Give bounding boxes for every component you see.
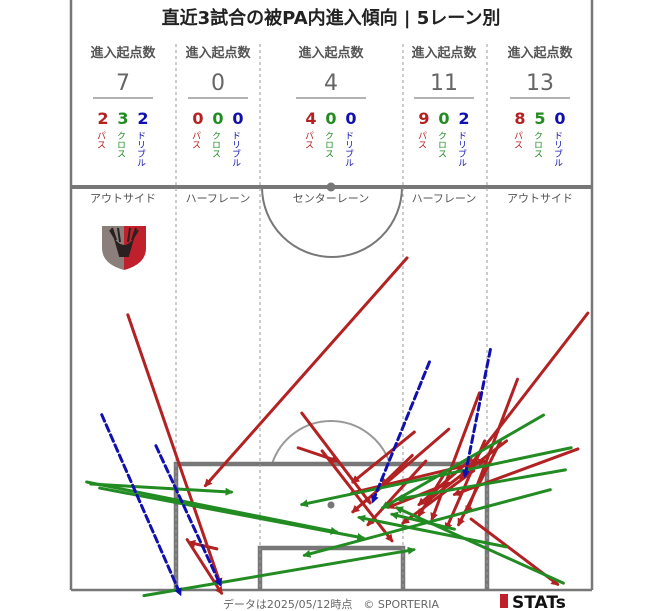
stats-logo-icon bbox=[500, 594, 508, 608]
dribble-label: ドリブル bbox=[343, 131, 354, 167]
lane-header: 進入起点数 bbox=[411, 45, 477, 61]
stats-logo-text: STATs bbox=[512, 593, 566, 611]
pass-arrow bbox=[351, 430, 416, 484]
lane-header: 進入起点数 bbox=[185, 45, 251, 61]
pass-count: 4 bbox=[305, 109, 316, 128]
lane-total: 7 bbox=[116, 71, 130, 96]
lane-labels: アウトサイド ハーフレーン センターレーン ハーフレーン アウトサイド bbox=[90, 192, 573, 205]
pass-arrow bbox=[320, 449, 394, 543]
cross-arrow bbox=[89, 482, 234, 496]
cross-arrow bbox=[142, 546, 416, 598]
cross-arrow bbox=[389, 511, 456, 531]
arrows-layer bbox=[85, 256, 590, 598]
lane-stats: 進入起点数 7 2 3 2 パス クロス ドリブル 進入起点数 0 0 0 0 … bbox=[90, 45, 573, 167]
footer-credit: データは2025/05/12時点 © SPORTERIA bbox=[223, 597, 440, 611]
cross-arrow bbox=[394, 506, 565, 585]
team-crest-icon bbox=[102, 226, 146, 270]
cross-arrow bbox=[394, 468, 567, 503]
cross-count: 0 bbox=[325, 109, 336, 128]
pass-arrow bbox=[430, 391, 481, 521]
pass-arrow bbox=[366, 459, 428, 527]
lane-header: 進入起点数 bbox=[507, 45, 573, 61]
cross-count: 3 bbox=[117, 109, 128, 128]
cross-label: クロス bbox=[115, 131, 125, 158]
cross-count: 0 bbox=[212, 109, 223, 128]
dribble-count: 0 bbox=[232, 109, 243, 128]
pass-label: パス bbox=[416, 131, 427, 149]
lane-total: 0 bbox=[211, 71, 225, 96]
cross-label: クロス bbox=[436, 131, 446, 158]
lane-stats-outside-left: 進入起点数 7 2 3 2 パス クロス ドリブル bbox=[90, 45, 156, 167]
cross-arrow bbox=[299, 446, 573, 508]
pass-count: 2 bbox=[97, 109, 108, 128]
lane-header: 進入起点数 bbox=[90, 45, 156, 61]
center-circle bbox=[261, 186, 403, 258]
cross-count: 0 bbox=[438, 109, 449, 128]
dribble-arrow bbox=[100, 413, 182, 597]
dribble-label: ドリブル bbox=[456, 131, 467, 167]
dribble-label: ドリブル bbox=[552, 131, 563, 167]
lane-stats-outside-right: 進入起点数 13 8 5 0 パス クロス ドリブル bbox=[507, 45, 573, 167]
dribble-label: ドリブル bbox=[230, 131, 241, 167]
lane-stats-halfspace-left: 進入起点数 0 0 0 0 パス クロス ドリブル bbox=[185, 45, 251, 167]
pass-count: 9 bbox=[418, 109, 429, 128]
pass-label: パス bbox=[190, 131, 201, 149]
pass-arrow bbox=[351, 427, 451, 514]
lane-stats-center: 進入起点数 4 4 0 0 パス クロス ドリブル bbox=[296, 45, 366, 167]
pass-arrow bbox=[296, 446, 340, 463]
cross-arrow bbox=[98, 486, 366, 541]
lane-label-outside-right: アウトサイド bbox=[507, 192, 573, 205]
pass-arrow bbox=[380, 453, 414, 487]
pass-arrow bbox=[203, 256, 409, 488]
dribble-count: 2 bbox=[458, 109, 469, 128]
dribble-count: 0 bbox=[554, 109, 565, 128]
lane-total: 13 bbox=[526, 71, 554, 96]
lane-stats-halfspace-right: 進入起点数 11 9 0 2 パス クロス ドリブル bbox=[411, 45, 477, 167]
chart-title: 直近3試合の被PA内進入傾向 | 5レーン別 bbox=[162, 7, 501, 29]
lane-dividers bbox=[175, 44, 488, 590]
cross-arrow bbox=[380, 413, 546, 510]
lane-label-halfspace-left: ハーフレーン bbox=[186, 192, 251, 205]
pass-count: 0 bbox=[192, 109, 203, 128]
dribble-label: ドリブル bbox=[135, 131, 146, 167]
dribble-arrow bbox=[154, 444, 223, 587]
cross-count: 5 bbox=[534, 109, 545, 128]
penalty-spot bbox=[327, 501, 335, 509]
stats-logo: STATs bbox=[500, 593, 566, 611]
dribble-arrow bbox=[462, 347, 492, 479]
cross-label: クロス bbox=[210, 131, 220, 158]
cross-label: クロス bbox=[532, 131, 542, 158]
lane-total: 4 bbox=[324, 71, 338, 96]
lane-label-center: センターレーン bbox=[293, 192, 369, 205]
dribble-count: 2 bbox=[137, 109, 148, 128]
dribble-arrow bbox=[371, 360, 431, 504]
lane-total: 11 bbox=[430, 71, 458, 96]
pass-label: パス bbox=[512, 131, 523, 149]
dribble-count: 0 bbox=[345, 109, 356, 128]
pass-count: 8 bbox=[514, 109, 525, 128]
lane-header: 進入起点数 bbox=[298, 45, 364, 61]
pass-arrow bbox=[126, 313, 223, 587]
cross-label: クロス bbox=[323, 131, 333, 158]
lane-label-halfspace-right: ハーフレーン bbox=[412, 192, 477, 205]
penalty-arc bbox=[271, 420, 391, 465]
pass-label: パス bbox=[303, 131, 314, 149]
lane-label-outside-left: アウトサイド bbox=[90, 192, 156, 205]
center-spot bbox=[326, 182, 336, 192]
pass-label: パス bbox=[95, 131, 106, 149]
cross-arrow bbox=[357, 514, 509, 549]
